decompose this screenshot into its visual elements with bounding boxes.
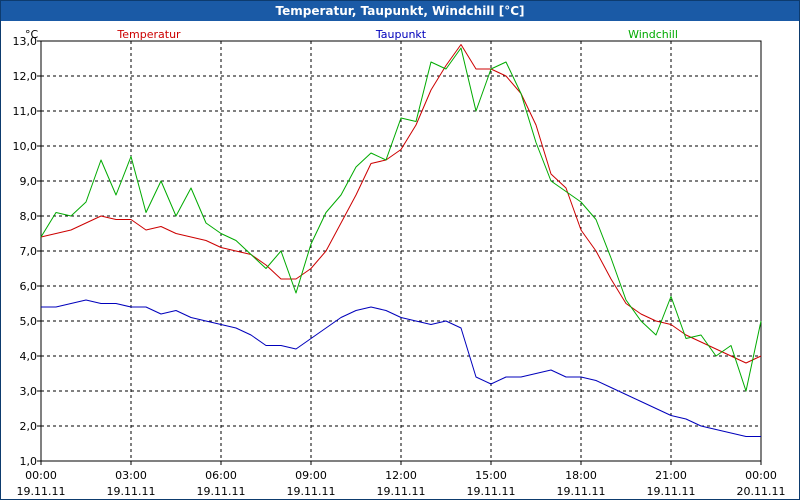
x-tick-date-label: 19.11.11 bbox=[17, 485, 66, 498]
x-tick-time-label: 06:00 bbox=[205, 469, 237, 482]
y-tick-label: 9,0 bbox=[20, 175, 38, 188]
x-tick-time-label: 15:00 bbox=[475, 469, 507, 482]
x-tick-date-label: 19.11.11 bbox=[647, 485, 696, 498]
y-tick-label: 4,0 bbox=[20, 350, 38, 363]
x-tick-time-label: 03:00 bbox=[115, 469, 147, 482]
y-tick-label: 13,0 bbox=[13, 35, 38, 48]
legend-taupunkt: Taupunkt bbox=[375, 28, 427, 41]
x-tick-time-label: 00:00 bbox=[745, 469, 777, 482]
y-tick-label: 7,0 bbox=[20, 245, 38, 258]
y-tick-label: 1,0 bbox=[20, 455, 38, 468]
y-tick-label: 5,0 bbox=[20, 315, 38, 328]
y-tick-label: 3,0 bbox=[20, 385, 38, 398]
legend-temperatur: Temperatur bbox=[116, 28, 181, 41]
x-tick-time-label: 21:00 bbox=[655, 469, 687, 482]
x-tick-time-label: 09:00 bbox=[295, 469, 327, 482]
x-tick-time-label: 18:00 bbox=[565, 469, 597, 482]
y-tick-label: 8,0 bbox=[20, 210, 38, 223]
series-line-taupunkt bbox=[41, 299, 761, 437]
y-axis-unit-label: °C bbox=[25, 28, 39, 41]
x-tick-time-label: 12:00 bbox=[385, 469, 417, 482]
series-line-temperatur bbox=[40, 44, 762, 364]
x-tick-date-label: 19.11.11 bbox=[197, 485, 246, 498]
x-tick-date-label: 20.11.11 bbox=[737, 485, 786, 498]
chart-title: Temperatur, Taupunkt, Windchill [°C] bbox=[1, 1, 799, 21]
y-tick-label: 11,0 bbox=[13, 105, 38, 118]
y-tick-label: 12,0 bbox=[13, 70, 38, 83]
x-tick-date-label: 19.11.11 bbox=[287, 485, 336, 498]
x-tick-date-label: 19.11.11 bbox=[467, 485, 516, 498]
x-tick-time-label: 00:00 bbox=[25, 469, 57, 482]
x-tick-date-label: 19.11.11 bbox=[377, 485, 426, 498]
y-tick-label: 2,0 bbox=[20, 420, 38, 433]
legend-windchill: Windchill bbox=[628, 28, 678, 41]
x-tick-date-label: 19.11.11 bbox=[107, 485, 156, 498]
series-line-windchill bbox=[40, 47, 762, 392]
y-tick-label: 6,0 bbox=[20, 280, 38, 293]
y-tick-label: 10,0 bbox=[13, 140, 38, 153]
x-tick-date-label: 19.11.11 bbox=[557, 485, 606, 498]
